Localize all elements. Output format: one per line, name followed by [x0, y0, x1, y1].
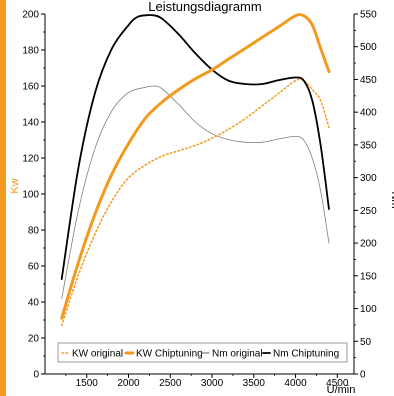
legend-label: KW original — [72, 349, 123, 360]
right-tick-label: 450 — [360, 75, 377, 86]
left-tick-label: 180 — [22, 46, 39, 57]
left-tick-label: 60 — [28, 262, 40, 273]
legend: KW original KW Chiptuning Nm original Nm Ch… — [57, 342, 348, 363]
left-accent-bar — [0, 0, 6, 396]
right-tick-label: 200 — [360, 239, 377, 250]
series-line-kw-original — [60, 78, 330, 327]
x-axis-label: U/min — [327, 384, 356, 396]
left-tick-label: 200 — [22, 10, 39, 21]
series-line-nm-chiptuning — [60, 14, 330, 280]
legend-label: Nm original — [212, 349, 263, 360]
left-tick-label: 120 — [22, 154, 39, 165]
right-tick-label: 50 — [360, 337, 372, 348]
left-tick-label: 140 — [22, 118, 39, 129]
x-tick-label: 2500 — [159, 378, 182, 389]
right-tick-label: 150 — [360, 271, 377, 282]
x-tick-label: 3000 — [201, 378, 224, 389]
right-tick-label: 400 — [360, 108, 377, 119]
right-axis-label: Nm — [389, 191, 394, 208]
left-tick-label: 160 — [22, 82, 39, 93]
left-tick-label: 100 — [22, 190, 39, 201]
right-tick-label: 300 — [360, 173, 377, 184]
legend-label: Nm Chiptuning — [273, 349, 339, 360]
right-tick-label: 550 — [360, 10, 377, 21]
right-tick-label: 350 — [360, 140, 377, 151]
right-tick-label: 500 — [360, 42, 377, 53]
x-tick-label: 2000 — [117, 378, 140, 389]
x-tick-label: 3500 — [243, 378, 266, 389]
x-tick-label: 1500 — [76, 378, 99, 389]
series-layer — [60, 13, 331, 327]
series-line-kw-chiptuning — [60, 13, 331, 320]
right-tick-label: 100 — [360, 304, 377, 315]
left-axis-label: Kw — [9, 178, 21, 193]
axes: 0204060801001201401601802000501001502002… — [22, 10, 377, 390]
left-tick-label: 20 — [28, 334, 40, 345]
right-tick-label: 0 — [360, 370, 366, 381]
x-tick-label: 4500 — [326, 378, 349, 389]
left-tick-label: 0 — [33, 370, 39, 381]
right-tick-label: 250 — [360, 206, 377, 217]
left-tick-label: 80 — [28, 226, 40, 237]
chart-title: Leistungsdiagramm — [148, 0, 261, 14]
legend-label: KW Chiptuning — [136, 349, 203, 360]
series-line-nm-original — [61, 85, 330, 300]
x-tick-label: 4000 — [284, 378, 307, 389]
left-tick-label: 40 — [28, 298, 40, 309]
